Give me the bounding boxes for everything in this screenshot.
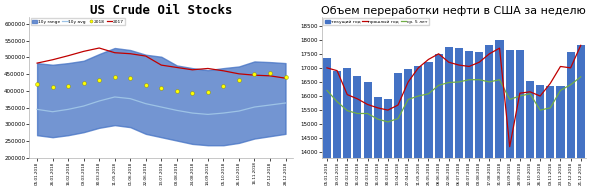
Bar bbox=[516, 50, 524, 189]
Bar bbox=[576, 45, 585, 189]
Bar bbox=[394, 74, 402, 189]
Bar bbox=[373, 98, 382, 189]
Bar bbox=[455, 48, 463, 189]
Bar bbox=[566, 52, 575, 189]
Bar bbox=[384, 99, 392, 189]
Bar bbox=[556, 86, 565, 189]
Bar bbox=[526, 81, 534, 189]
Bar bbox=[424, 62, 432, 189]
Bar bbox=[486, 45, 493, 189]
Title: US Crude Oil Stocks: US Crude Oil Stocks bbox=[90, 4, 232, 17]
Bar bbox=[475, 52, 483, 189]
Bar bbox=[343, 68, 351, 189]
Bar bbox=[445, 47, 453, 189]
Legend: 10y range, 10y avg, 2018, 2017: 10y range, 10y avg, 2018, 2017 bbox=[31, 19, 126, 25]
Bar bbox=[506, 50, 514, 189]
Bar bbox=[404, 69, 412, 189]
Title: Объем переработки нефти в США за неделю: Объем переработки нефти в США за неделю bbox=[322, 6, 586, 16]
Bar bbox=[353, 76, 362, 189]
Bar bbox=[414, 67, 422, 189]
Bar bbox=[546, 86, 555, 189]
Bar bbox=[465, 51, 473, 189]
Bar bbox=[333, 71, 341, 189]
Legend: текущий год, прошлый год, ср. 5 лет: текущий год, прошлый год, ср. 5 лет bbox=[323, 19, 429, 25]
Bar bbox=[496, 40, 504, 189]
Bar bbox=[435, 54, 442, 189]
Bar bbox=[536, 85, 544, 189]
Bar bbox=[363, 82, 372, 189]
Bar bbox=[323, 58, 331, 189]
